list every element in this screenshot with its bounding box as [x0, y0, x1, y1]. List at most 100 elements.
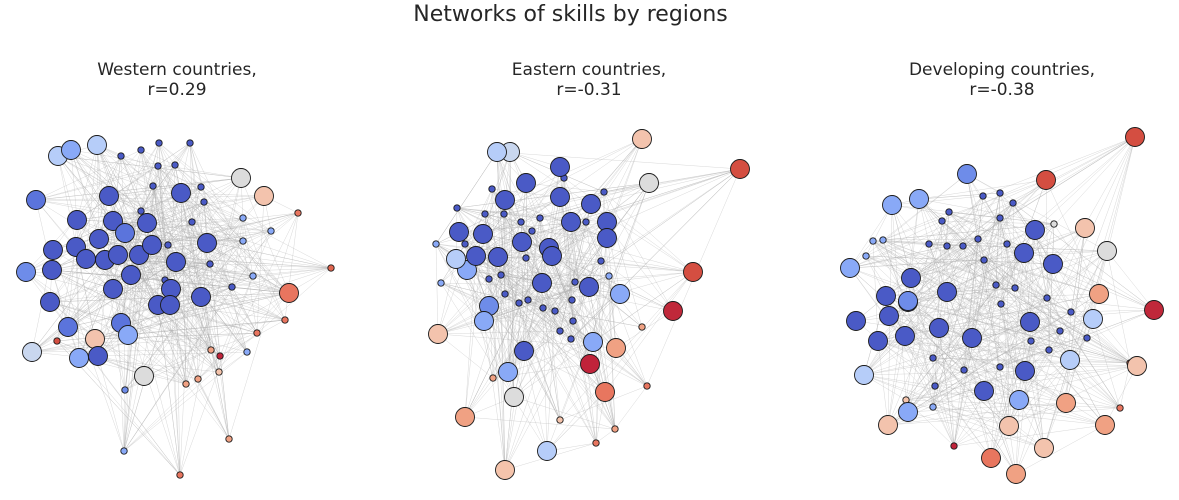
network-developing — [840, 127, 1164, 484]
network-edge — [882, 239, 1026, 372]
network-edge — [946, 245, 1048, 299]
network-edge — [491, 188, 525, 352]
network-edge — [977, 179, 1047, 240]
skill-node — [1043, 254, 1063, 274]
network-edge — [455, 168, 741, 260]
skill-node — [536, 214, 544, 222]
network-edge — [928, 136, 1136, 245]
network-edge — [849, 267, 936, 387]
network-edge — [588, 286, 648, 387]
network-edge — [484, 168, 741, 215]
skill-node — [528, 227, 536, 235]
skill-node — [182, 380, 190, 388]
network-edge — [120, 155, 154, 187]
network-edge — [962, 136, 1136, 247]
network-edge — [35, 199, 193, 223]
skill-node — [663, 301, 683, 321]
network-edge — [497, 256, 694, 273]
network-edge — [242, 217, 254, 277]
network-edge — [435, 151, 498, 245]
network-edge — [863, 340, 1032, 376]
network-edge — [503, 168, 741, 215]
skill-node — [1015, 361, 1035, 381]
network-edge — [855, 320, 936, 387]
skill-node — [171, 161, 179, 169]
skill-node — [279, 283, 299, 303]
network-edge — [905, 390, 985, 401]
skill-node — [497, 271, 505, 279]
network-edge — [51, 269, 80, 359]
network-edge — [1000, 223, 1055, 305]
network-edge — [559, 385, 648, 421]
network-edge — [197, 242, 208, 380]
network-edge — [863, 245, 964, 376]
network-edge — [907, 300, 1131, 364]
network-edge — [574, 260, 602, 283]
network-edge — [143, 263, 211, 377]
network-edge — [456, 207, 522, 223]
network-edge — [999, 337, 1088, 368]
network-edge — [97, 142, 160, 357]
network-edge — [440, 282, 544, 309]
network-edge — [585, 221, 648, 387]
skill-node — [453, 204, 461, 212]
panel-title-western-line2: r=0.29 — [147, 80, 207, 100]
network-edge — [887, 335, 906, 426]
skill-node — [568, 296, 576, 304]
skill-node — [581, 194, 601, 214]
network-edge — [70, 149, 181, 476]
network-edge — [174, 164, 244, 219]
network-edge — [185, 177, 242, 385]
skill-node — [449, 222, 469, 242]
network-edge — [934, 349, 1050, 387]
skill-node — [556, 416, 564, 424]
network-edge — [197, 332, 258, 380]
network-edge — [440, 282, 591, 365]
skill-node — [959, 242, 967, 250]
skill-node — [1025, 220, 1045, 240]
network-edge — [1086, 136, 1136, 339]
network-edge — [905, 359, 1071, 401]
skill-node — [610, 284, 630, 304]
network-edge — [507, 299, 529, 373]
network-edge — [865, 255, 997, 286]
network-edge — [1048, 349, 1131, 364]
skill-node — [957, 164, 977, 184]
network-edge — [96, 144, 202, 188]
network-edge — [982, 136, 1136, 197]
skill-node — [571, 278, 579, 286]
skill-node — [996, 214, 1004, 222]
network-edge — [603, 191, 694, 273]
skill-node — [206, 260, 214, 268]
network-edge — [849, 173, 968, 269]
network-edge — [891, 204, 955, 447]
network-edge — [932, 357, 1131, 364]
skill-node — [611, 425, 619, 433]
network-edge — [169, 275, 254, 306]
network-edge — [521, 168, 741, 243]
skill-node — [228, 283, 236, 291]
network-edge — [70, 149, 154, 187]
skill-node — [164, 241, 172, 249]
network-edge — [891, 195, 984, 206]
skill-node — [882, 195, 902, 215]
network-edge — [242, 240, 286, 321]
network-edge — [983, 390, 1106, 426]
network-edge — [31, 319, 286, 353]
skill-node — [495, 190, 515, 210]
skill-node — [592, 439, 600, 447]
network-edge — [953, 259, 985, 447]
skill-node — [294, 209, 302, 217]
network-edge — [256, 195, 265, 334]
network-edge — [200, 186, 244, 242]
network-edge — [595, 221, 608, 444]
network-edge — [97, 355, 125, 452]
network-edge — [907, 245, 964, 302]
network-edge — [904, 136, 1136, 337]
network-edge — [464, 241, 523, 418]
skill-node — [103, 279, 123, 299]
skill-node — [243, 348, 251, 356]
network-edge — [1043, 250, 1108, 449]
skill-node — [583, 332, 603, 352]
network-edge — [600, 260, 694, 273]
